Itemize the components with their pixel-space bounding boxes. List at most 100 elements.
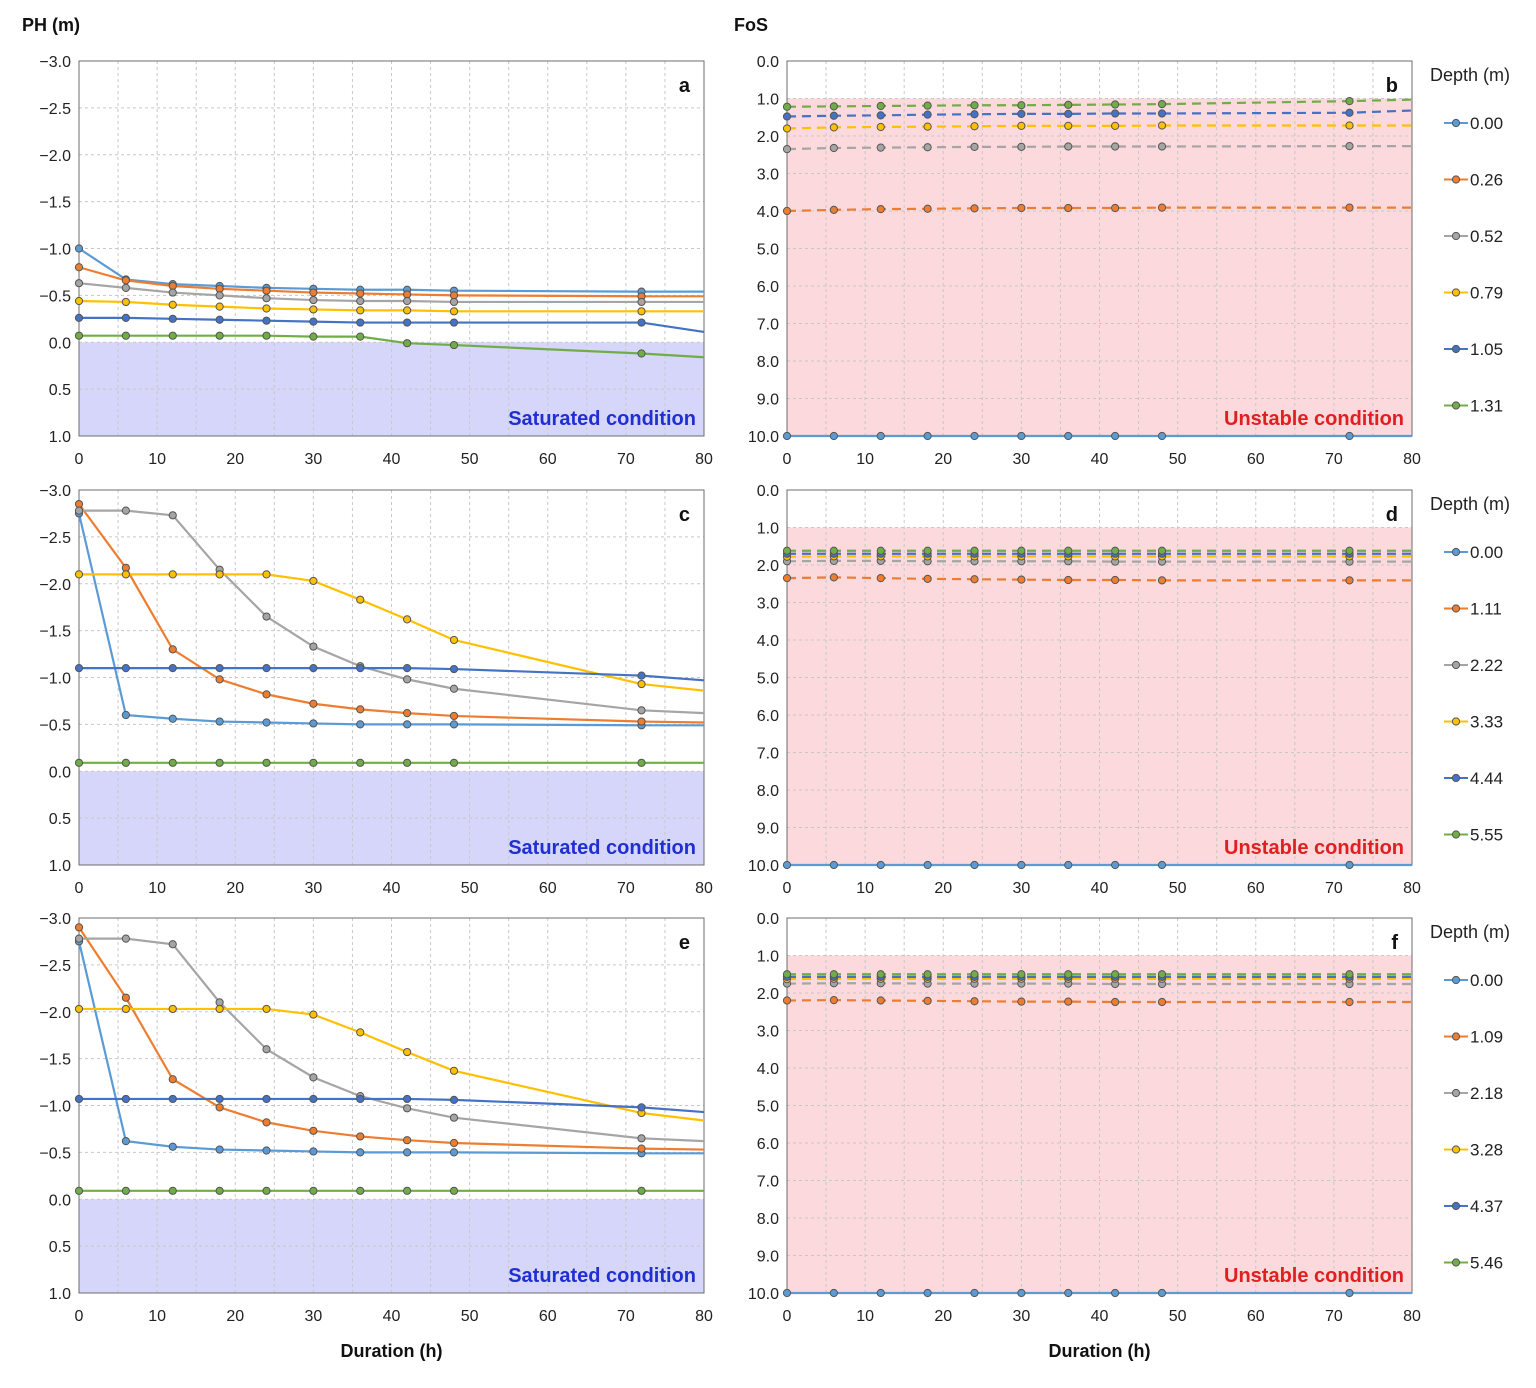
- data-point: [829, 111, 838, 120]
- data-point: [1064, 431, 1073, 441]
- data-point: [782, 970, 792, 979]
- data-point: [1111, 121, 1120, 130]
- data-point: [970, 431, 979, 441]
- x-tick-label: 70: [1325, 451, 1343, 468]
- x-tick-label: 20: [934, 1308, 952, 1325]
- x-tick-label: 60: [539, 451, 557, 468]
- data-point: [1064, 100, 1073, 109]
- data-point: [829, 205, 838, 214]
- data-point: [309, 576, 318, 586]
- series-0.00: [74, 509, 704, 730]
- data-point: [1111, 970, 1120, 979]
- legend-marker: [1451, 344, 1461, 354]
- data-point: [262, 331, 271, 340]
- series-0.00: [782, 431, 1412, 441]
- data-point: [168, 511, 177, 520]
- data-point: [262, 1094, 271, 1104]
- data-point: [970, 1288, 979, 1298]
- data-point: [1157, 203, 1167, 212]
- data-point: [121, 1137, 130, 1146]
- data-point: [168, 288, 177, 297]
- data-point: [970, 110, 979, 119]
- data-point: [1157, 576, 1167, 585]
- condition-annotation: Saturated condition: [508, 408, 696, 430]
- legend-label: 0.00: [1470, 971, 1503, 990]
- y-tick-label: −1.5: [39, 195, 71, 212]
- x-tick-label: 30: [304, 451, 322, 468]
- panel-label: b: [1386, 75, 1398, 97]
- data-point: [782, 145, 792, 154]
- condition-annotation: Unstable condition: [1224, 408, 1404, 430]
- data-point: [970, 122, 979, 131]
- data-point: [168, 331, 177, 340]
- legend-title: Depth (m): [1430, 494, 1510, 514]
- data-point: [782, 574, 792, 583]
- data-point: [637, 671, 646, 680]
- y-tick-label: 2.0: [757, 558, 779, 575]
- data-point: [876, 122, 885, 132]
- x-tick-label: 50: [461, 880, 479, 897]
- series-0.00: [74, 937, 704, 1158]
- data-point: [1017, 1288, 1026, 1298]
- panel-label: c: [679, 504, 690, 526]
- x-tick-label: 50: [461, 451, 479, 468]
- x-tick-label: 10: [856, 451, 874, 468]
- data-point: [356, 758, 365, 767]
- y-tick-label: 8.0: [757, 1211, 779, 1228]
- series-0.79: [74, 296, 704, 316]
- y-tick-label: −2.5: [39, 530, 71, 547]
- data-point: [215, 1094, 224, 1104]
- x-tick-label: 40: [1091, 880, 1109, 897]
- data-point: [449, 664, 459, 674]
- legend-marker: [1451, 660, 1461, 670]
- data-point: [74, 263, 84, 272]
- data-point: [1111, 100, 1120, 109]
- data-point: [637, 1134, 646, 1143]
- y-tick-label: −0.5: [39, 1145, 71, 1162]
- data-point: [876, 574, 885, 583]
- legend-label: 1.05: [1470, 340, 1503, 359]
- legend-item: 1.09: [1444, 1028, 1503, 1047]
- y-tick-label: 0.0: [49, 335, 71, 352]
- x-tick-label: 80: [1403, 451, 1421, 468]
- data-point: [923, 970, 932, 979]
- data-point: [1017, 101, 1026, 110]
- data-point: [356, 332, 365, 341]
- y-tick-label: −1.0: [39, 1099, 71, 1116]
- data-point: [1064, 546, 1073, 555]
- data-point: [121, 313, 130, 322]
- data-point: [262, 1045, 271, 1054]
- x-tick-label: 60: [1247, 880, 1265, 897]
- data-point: [637, 706, 646, 715]
- data-point: [262, 1118, 271, 1127]
- series-1.05: [74, 313, 705, 334]
- data-point: [215, 291, 224, 300]
- legend-label: 0.00: [1470, 543, 1503, 562]
- condition-annotation: Unstable condition: [1224, 1265, 1404, 1287]
- data-point: [1064, 203, 1073, 213]
- data-point: [262, 718, 271, 727]
- data-point: [1345, 203, 1354, 212]
- y-tick-label: 5.0: [757, 242, 779, 259]
- data-point: [829, 143, 838, 153]
- x-tick-label: 70: [617, 451, 635, 468]
- data-point: [309, 1094, 318, 1104]
- data-point: [403, 664, 412, 673]
- data-point: [637, 1103, 646, 1112]
- data-point: [74, 934, 84, 943]
- x-tick-label: 60: [539, 1308, 557, 1325]
- series-1.05: [782, 108, 1413, 121]
- data-point: [449, 1148, 459, 1157]
- y-tick-label: 8.0: [757, 783, 779, 800]
- data-point: [970, 204, 979, 213]
- data-point: [403, 615, 412, 624]
- y-axis-title: FoS: [734, 15, 768, 35]
- data-point: [449, 1066, 459, 1075]
- data-point: [121, 934, 130, 943]
- data-point: [309, 305, 318, 314]
- x-tick-label: 80: [695, 1308, 713, 1325]
- legend-label: 3.33: [1470, 713, 1503, 732]
- series-line: [786, 559, 1412, 563]
- x-tick-label: 30: [1012, 880, 1030, 897]
- x-tick-label: 0: [783, 451, 792, 468]
